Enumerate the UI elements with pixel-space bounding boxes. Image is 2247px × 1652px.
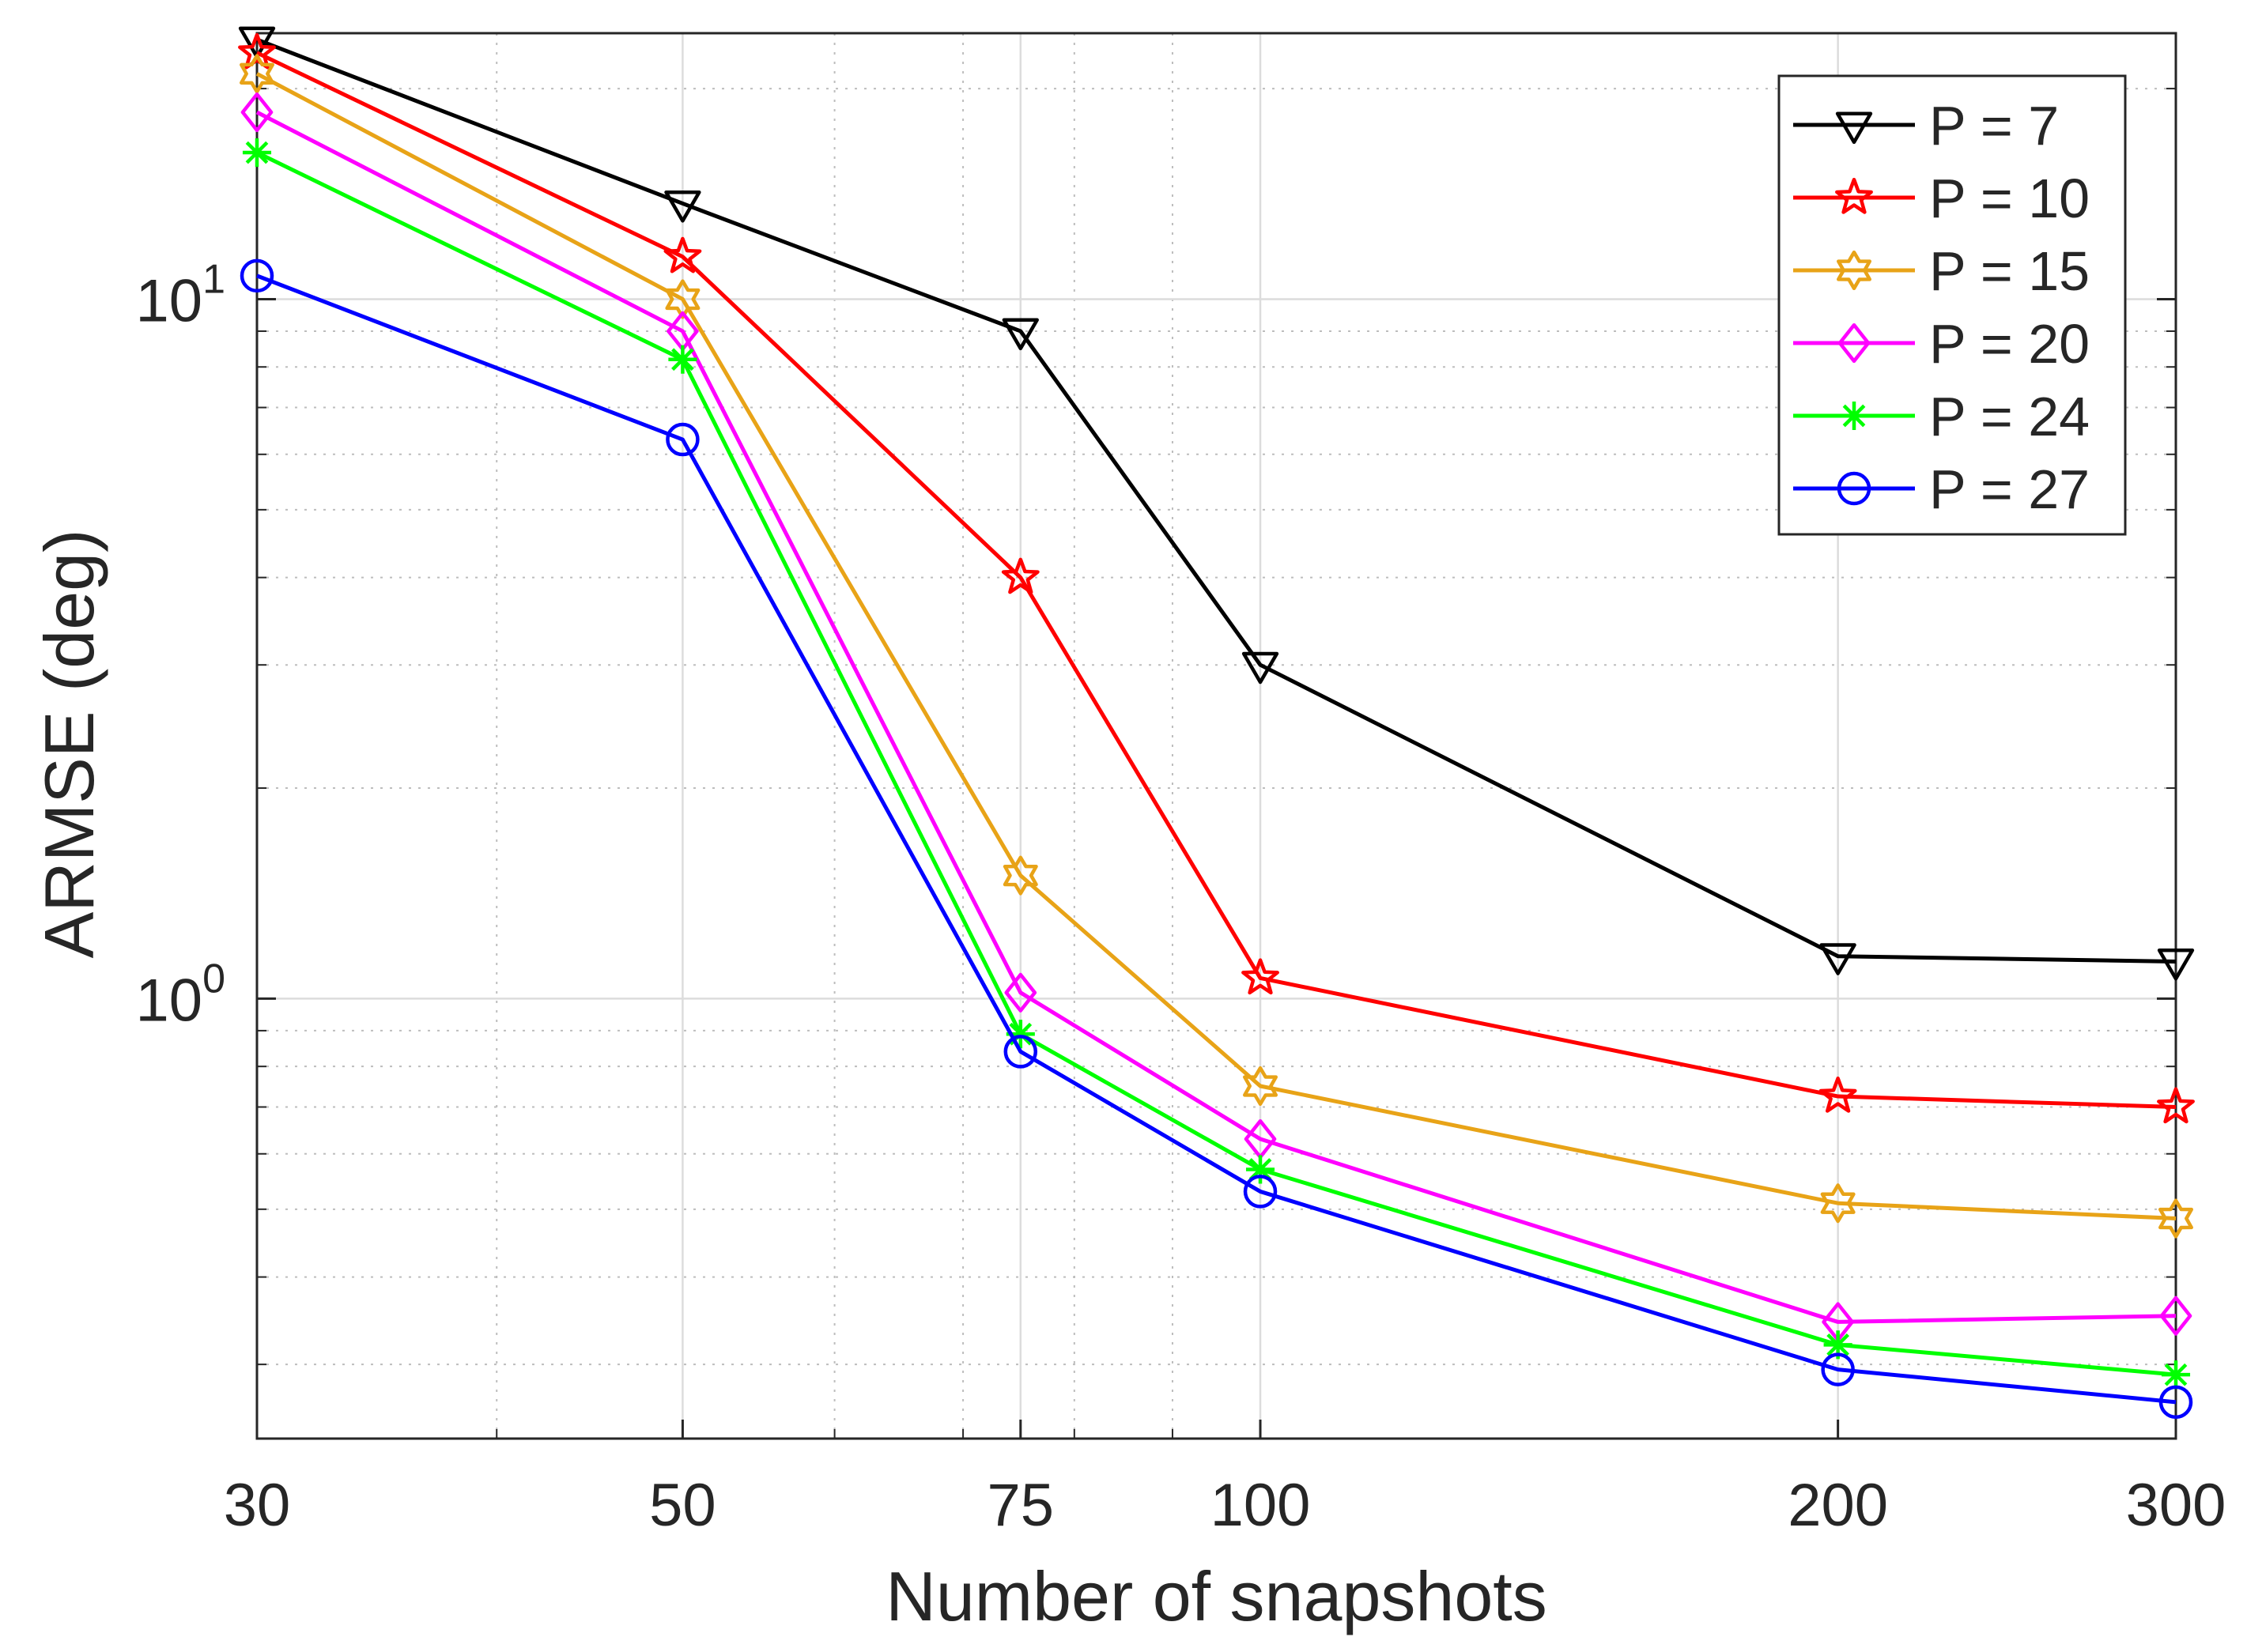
data-point [668,345,697,374]
data-point [663,236,702,273]
legend-box [1777,74,2127,536]
data-point [2161,1360,2191,1390]
data-point [1004,972,1037,1013]
data-point [1818,1076,1857,1113]
axes-box [255,32,2177,1440]
data-point [2158,1385,2193,1420]
y-axis-label: ARMSE (deg) [30,530,108,959]
legend-label: P = 10 [1929,168,2090,229]
data-point [1002,318,1039,351]
data-point [2157,948,2195,981]
data-point [1001,557,1040,594]
data-point [2157,1087,2195,1124]
legend-label: P = 20 [1929,313,2090,375]
grid [255,33,2177,1439]
data-point [1006,1020,1035,1049]
data-point [1243,1175,1278,1209]
data-series [238,26,2195,1420]
data-point [2159,1296,2192,1336]
data-point [1821,1352,1855,1386]
tick-labels: 30 50 75 100 200 300 100 101 [136,256,2226,1539]
data-point [240,54,274,94]
legend-marker [1837,250,1871,291]
legend-marker [1837,322,1871,364]
series-p27 [240,258,2193,1420]
y-tick-label: 100 [136,956,225,1034]
data-point [1241,651,1279,685]
data-point [238,26,276,59]
series-line [256,273,2177,1405]
data-point [1243,1066,1278,1107]
x-tick-label: 100 [1210,1472,1311,1539]
x-tick-label: 200 [1788,1472,1888,1539]
legend-label: P = 7 [1929,95,2059,157]
data-point [240,92,274,133]
x-axis-label: Number of snapshots [886,1557,1546,1635]
series-p10 [238,32,2195,1124]
axis-ticks [255,88,2177,1439]
legend-marker [1837,471,1871,506]
data-point [2158,1198,2193,1239]
data-point [1003,1035,1038,1069]
series-p24 [242,138,2191,1390]
legend-marker [1835,177,1873,214]
data-point [1003,855,1038,896]
series-line [255,51,2177,1110]
legend-entry: P = 15 [1793,240,2090,302]
legend-marker [1835,111,1873,145]
data-point [664,190,701,223]
x-tick-label: 300 [2126,1472,2226,1539]
legend-marker [1839,401,1869,431]
legend-entry: P = 10 [1793,168,2090,229]
x-tick-label: 30 [224,1472,291,1539]
x-tick-label: 50 [649,1472,716,1539]
data-point [238,32,276,70]
x-tick-label: 75 [988,1472,1055,1539]
legend-label: P = 24 [1929,386,2090,447]
legend-label: P = 27 [1929,458,2090,520]
y-tick-label: 101 [136,256,225,334]
data-point [666,422,700,457]
data-point [1820,1183,1856,1224]
series-line [255,72,2177,1221]
series-p7 [238,26,2195,981]
legend-entry: P = 24 [1793,386,2090,447]
data-point [1819,943,1856,975]
data-point [1241,958,1279,995]
series-line [256,37,2177,964]
legend-entry: P = 27 [1793,458,2090,520]
legend: P = 7 P = 10 P = 15 P = 20 P = 24 P = 27 [1777,74,2127,536]
legend-label: P = 15 [1929,240,2090,302]
data-point [242,138,272,168]
data-point [240,258,274,293]
data-point [1823,1330,1852,1360]
series-p15 [240,54,2193,1239]
data-point [665,279,701,319]
data-point [1245,1155,1275,1184]
legend-entry: P = 20 [1793,313,2090,375]
legend-entry: P = 7 [1793,95,2059,157]
series-line [255,150,2177,1377]
series-line [255,110,2177,1324]
